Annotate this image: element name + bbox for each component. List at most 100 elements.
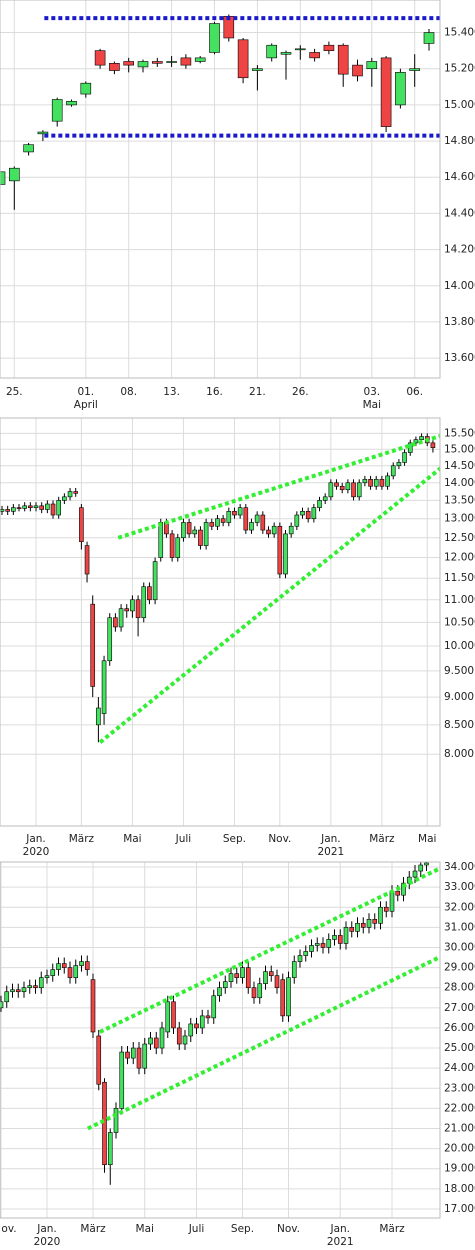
- candle-body: [102, 1081, 107, 1166]
- candle-body: [352, 64, 363, 77]
- candle-body: [257, 983, 263, 999]
- candle-body: [383, 906, 389, 912]
- x-tick-label: 16.: [206, 386, 223, 398]
- plot-frame: [0, 417, 441, 827]
- candle-body: [192, 529, 198, 535]
- candle-body: [118, 608, 124, 628]
- candle-body: [263, 971, 268, 984]
- plot-area: [0, 418, 440, 826]
- candle-body: [395, 72, 406, 106]
- candle-body: [418, 864, 424, 872]
- candle-body: [412, 870, 418, 878]
- candle-body: [339, 485, 345, 491]
- y-tick-label: 21.000: [444, 1122, 475, 1134]
- candle-body: [158, 522, 164, 558]
- candle-body: [366, 919, 372, 928]
- candle-body: [380, 57, 392, 127]
- y-tick-label: 13.500: [444, 494, 475, 506]
- y-tick-label: 8.500: [444, 719, 474, 731]
- candle-body: [107, 1132, 113, 1166]
- candle-body: [96, 707, 101, 726]
- candle-body: [390, 465, 396, 477]
- candle-body: [328, 482, 334, 498]
- candle-body: [125, 1051, 130, 1059]
- y-tick-label: 25.000: [444, 1042, 475, 1054]
- candle-body: [402, 452, 407, 463]
- candle-body: [96, 1035, 102, 1085]
- candle-body: [119, 1051, 125, 1109]
- candle-body: [309, 945, 314, 952]
- candle-body: [254, 514, 260, 523]
- candle-body: [137, 61, 149, 68]
- x-tick-label: Jan.: [329, 1223, 350, 1235]
- x-tick-sublabel: 2020: [23, 846, 50, 858]
- candle-body: [379, 479, 385, 487]
- candle-body: [107, 617, 113, 662]
- candle-body: [205, 1015, 211, 1019]
- x-tick-label: Jan.: [36, 1223, 57, 1235]
- candle-body: [136, 1047, 142, 1069]
- candle-body: [188, 1023, 194, 1037]
- candle-body: [291, 961, 297, 978]
- candle-body: [15, 989, 21, 993]
- candle-body: [226, 511, 232, 523]
- candle-body: [148, 1037, 153, 1045]
- candle-body: [260, 514, 266, 531]
- candle-body: [356, 482, 362, 498]
- candle-body: [194, 1023, 199, 1029]
- plot-area: [0, 0, 440, 378]
- x-tick-label: ov.: [1, 1223, 16, 1235]
- candle-body: [337, 935, 343, 944]
- candle-body: [171, 1001, 176, 1029]
- candle-body: [277, 525, 283, 575]
- y-tick-label: 26.000: [444, 1022, 475, 1034]
- y-tick-label: 14.600: [444, 171, 475, 183]
- candle-body: [209, 522, 215, 527]
- candle-body: [294, 48, 306, 51]
- y-tick-label: 33.000: [444, 881, 475, 893]
- candle-body: [147, 586, 152, 601]
- candle-body: [169, 533, 175, 558]
- candle-body: [266, 44, 278, 59]
- candle-body: [194, 57, 206, 62]
- x-tick-label: Sep.: [231, 1223, 254, 1235]
- x-tick-label: 21.: [249, 386, 266, 398]
- candle-body: [56, 963, 61, 970]
- candle-body: [66, 100, 77, 106]
- candle-body: [16, 507, 22, 509]
- candle-body: [237, 39, 249, 79]
- candle-body: [300, 511, 305, 516]
- candle-body: [180, 57, 192, 66]
- y-tick-label: 15.200: [444, 63, 475, 75]
- candle-body: [314, 943, 320, 946]
- candle-body: [222, 981, 228, 989]
- candle-body: [297, 955, 303, 962]
- y-tick-label: 23.000: [444, 1082, 475, 1094]
- candle-body: [343, 927, 349, 944]
- candle-body: [385, 475, 390, 487]
- candle-body: [245, 967, 251, 989]
- y-tick-label: 17.000: [444, 1203, 475, 1215]
- x-tick-label: 26.: [292, 386, 309, 398]
- candle-body: [4, 991, 10, 1003]
- candle-body: [39, 505, 44, 510]
- y-tick-label: 20.000: [444, 1143, 475, 1155]
- x-tick-label: März: [369, 833, 395, 845]
- x-tick-label: Mai: [418, 833, 436, 845]
- x-tick-sublabel: 2021: [327, 1236, 354, 1248]
- x-tick-label: März: [69, 833, 95, 845]
- candle-body: [62, 496, 67, 501]
- candle-body: [372, 919, 378, 924]
- x-tick-sublabel: Mai: [363, 399, 381, 411]
- candle-body: [337, 44, 349, 75]
- y-tick-label: 8.000: [444, 748, 474, 760]
- y-tick-label: 34.000: [444, 861, 475, 873]
- candle-body: [378, 906, 383, 924]
- candle-body: [80, 82, 92, 95]
- candle-body: [90, 979, 96, 1033]
- candle-body: [0, 1001, 4, 1009]
- x-tick-sublabel: 2020: [34, 1236, 61, 1248]
- candle-body: [355, 923, 360, 932]
- x-tick-label: März: [379, 1223, 405, 1235]
